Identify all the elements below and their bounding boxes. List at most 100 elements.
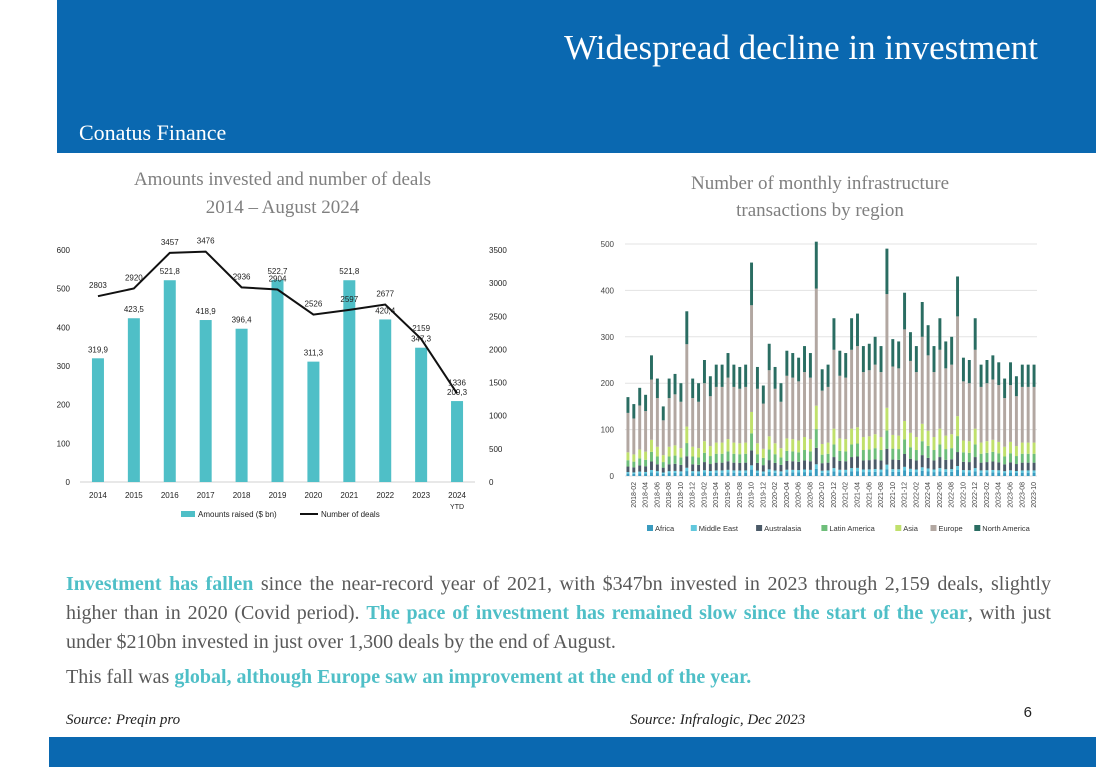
stack-segment-latin-america <box>708 456 712 465</box>
stack-segment-asia <box>856 427 859 444</box>
page-title: Widespread decline in investment <box>564 28 1038 67</box>
stack-segment-asia <box>697 448 701 458</box>
bar-amount <box>379 319 392 482</box>
stack-segment-middle-east <box>961 470 965 473</box>
stack-segment-north-america <box>808 353 812 378</box>
stack-segment-latin-america <box>867 449 871 461</box>
body-paragraph-2: This fall was global, although Europe sa… <box>66 663 1051 692</box>
stack-segment-europe <box>744 386 748 443</box>
stack-segment-africa <box>785 472 789 476</box>
stack-segment-asia <box>873 434 877 449</box>
stack-segment-middle-east <box>944 469 948 472</box>
stack-segment-north-america <box>885 248 889 295</box>
stack-segment-latin-america <box>655 456 659 465</box>
stack-segment-africa <box>891 471 895 476</box>
stack-segment-africa <box>1026 472 1030 476</box>
stack-segment-europe <box>667 398 671 447</box>
stack-segment-latin-america <box>903 439 907 455</box>
stack-segment-australasia <box>720 462 724 471</box>
stack-segment-north-america <box>956 276 960 317</box>
y-right-tick-label: 3000 <box>489 279 507 288</box>
stack-segment-africa <box>720 472 724 476</box>
stack-segment-north-america <box>626 397 630 413</box>
stack-segment-middle-east <box>914 469 918 473</box>
stack-segment-europe <box>985 383 989 442</box>
stack-segment-asia <box>679 448 683 458</box>
stack-segment-europe <box>873 364 877 435</box>
stack-segment-europe <box>761 403 765 449</box>
stack-segment-north-america <box>1003 378 1007 399</box>
stack-segment-north-america <box>1014 376 1018 397</box>
stack-segment-latin-america <box>950 448 954 460</box>
stack-segment-north-america <box>938 318 942 350</box>
x-tick-label: 2018-04 <box>643 482 650 508</box>
stack-segment-africa <box>944 471 948 476</box>
stack-segment-africa <box>844 472 848 476</box>
stack-segment-north-america <box>979 364 983 387</box>
stack-segment-africa <box>667 473 671 476</box>
stack-segment-europe <box>991 379 995 440</box>
y-left-tick-label: 300 <box>57 362 71 371</box>
bar-data-label: 418,9 <box>196 307 217 316</box>
stack-segment-europe <box>661 420 665 456</box>
stack-segment-europe <box>950 364 954 435</box>
stack-segment-africa <box>644 473 648 476</box>
stack-segment-africa <box>726 472 730 476</box>
stack-segment-north-america <box>697 383 701 402</box>
stack-segment-europe <box>638 405 642 450</box>
bar-amount <box>127 318 140 482</box>
stack-segment-africa <box>797 472 801 476</box>
body-text-run: since the near-record year of 2021, with… <box>66 573 1051 624</box>
stack-segment-latin-america <box>1032 453 1036 463</box>
stack-segment-middle-east <box>1032 470 1036 473</box>
stack-segment-asia <box>932 437 936 451</box>
stack-segment-asia <box>850 428 854 445</box>
stack-segment-latin-america <box>856 443 859 457</box>
stack-segment-north-america <box>844 353 848 378</box>
stack-segment-asia <box>708 446 712 457</box>
stack-segment-australasia <box>926 457 930 469</box>
x-tick-label: 2022-10 <box>960 482 967 508</box>
stack-segment-middle-east <box>997 470 1001 473</box>
stack-segment-africa <box>1003 473 1007 476</box>
stack-segment-middle-east <box>673 470 677 473</box>
y-right-tick-label: 0 <box>489 478 494 487</box>
stack-segment-australasia <box>950 459 954 470</box>
stack-segment-australasia <box>914 460 918 470</box>
stack-segment-australasia <box>973 457 977 469</box>
stack-segment-europe <box>997 385 1001 442</box>
stack-segment-latin-america <box>985 452 989 463</box>
stack-segment-middle-east <box>720 470 724 473</box>
stack-segment-asia <box>808 439 812 452</box>
legend-label: North America <box>982 524 1030 533</box>
chart2-stacked-bar: 0 100 200 300 400 500 2018-02 2018-04 2018-06 201… <box>601 240 1038 533</box>
stack-segment-north-america <box>797 357 801 382</box>
bar-amount <box>343 280 356 482</box>
stack-segment-latin-america <box>973 444 977 458</box>
stack-segment-europe <box>797 381 801 441</box>
stack-segment-north-america <box>673 373 677 395</box>
stack-segment-africa <box>861 472 865 476</box>
stack-segment-africa <box>708 473 712 476</box>
stack-segment-europe <box>1009 385 1012 442</box>
x-tick-label: 2018-02 <box>631 482 638 508</box>
stack-segment-north-america <box>726 353 730 378</box>
y-left-tick-label: 100 <box>57 439 71 448</box>
stack-segment-latin-america <box>832 444 836 458</box>
stack-segment-latin-america <box>920 441 924 456</box>
stack-segment-asia <box>638 449 642 459</box>
bar-amount <box>199 320 212 482</box>
stack-segment-africa <box>961 472 965 476</box>
stack-segment-middle-east <box>991 469 995 473</box>
chart2-title-line2: transactions by region <box>736 200 904 221</box>
stack-segment-africa <box>755 472 759 476</box>
stack-segment-australasia <box>803 460 806 470</box>
stack-segment-asia <box>655 446 659 457</box>
stack-segment-europe <box>685 344 689 427</box>
stack-segment-australasia <box>985 462 989 471</box>
stack-segment-north-america <box>867 343 871 371</box>
stack-segment-middle-east <box>985 470 989 473</box>
stack-segment-africa <box>1009 472 1012 476</box>
stack-segment-africa <box>814 468 818 476</box>
legend-label-line: Number of deals <box>321 510 380 519</box>
